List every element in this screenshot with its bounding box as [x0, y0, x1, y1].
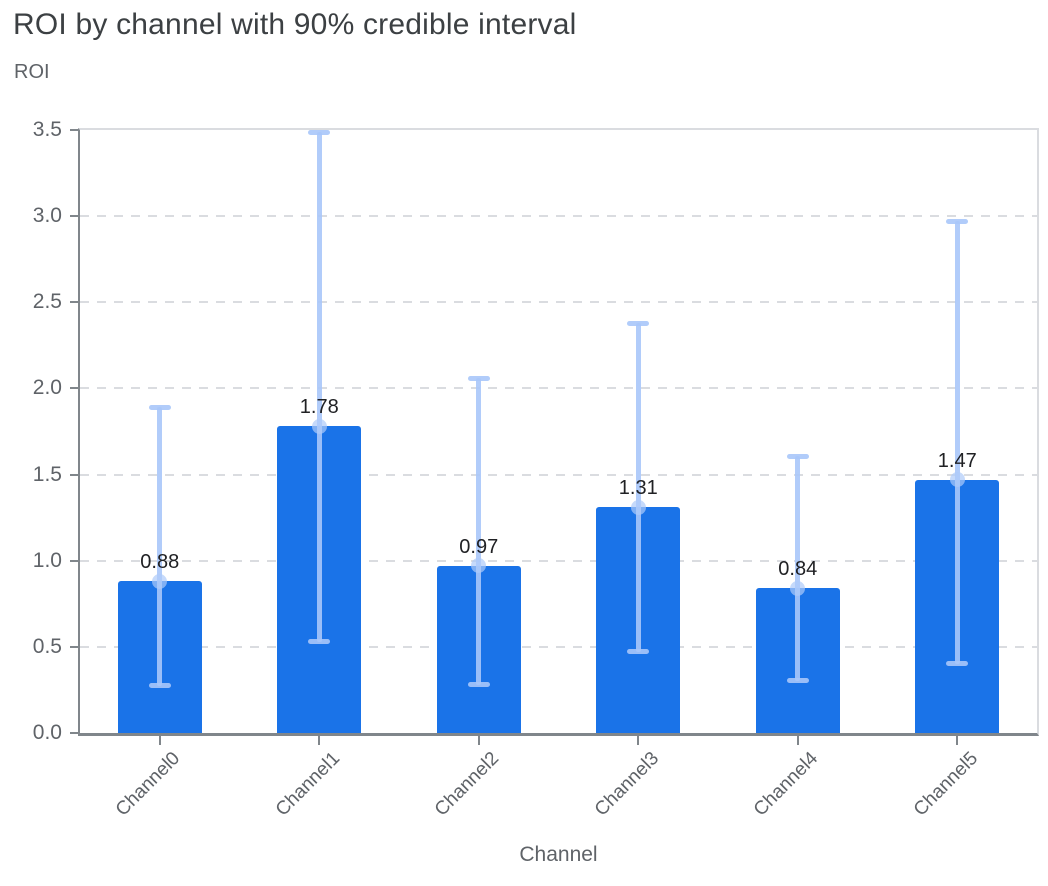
- y-tick-label: 2.0: [32, 376, 62, 400]
- mean-marker: [471, 558, 487, 574]
- y-axis-tick: [70, 473, 78, 476]
- error-bar-line: [316, 131, 322, 642]
- x-tick-label: Channel3: [590, 748, 664, 821]
- y-tick-label: 0.5: [32, 634, 62, 658]
- mean-marker: [630, 499, 646, 515]
- error-bar-cap-upper: [148, 405, 171, 411]
- error-bar-cap-upper: [786, 453, 809, 459]
- bar-value-label: 1.78: [299, 396, 339, 419]
- error-bar-cap-upper: [627, 320, 650, 326]
- x-tick-label: Channel2: [431, 748, 504, 821]
- error-bar-cap-lower: [627, 649, 650, 655]
- x-axis-title: Channel: [519, 843, 598, 866]
- y-axis-tick: [70, 387, 78, 390]
- gridline: [80, 215, 1037, 218]
- chart-title: ROI by channel with 90% credible interva…: [13, 8, 577, 41]
- error-bar-cap-lower: [467, 681, 490, 687]
- error-bar-cap-lower: [308, 638, 331, 644]
- gridline: [80, 473, 1037, 476]
- plot-area: 0.88 1.78 0.97 1.31 0.84 1.47: [78, 128, 1039, 736]
- gridline: [80, 559, 1037, 562]
- y-tick-label: 1.0: [32, 548, 62, 572]
- bar-value-label: 0.97: [459, 535, 499, 558]
- mean-marker: [790, 580, 806, 596]
- x-axis-tick: [796, 736, 799, 745]
- y-axis-tick: [70, 301, 78, 304]
- x-tick-label: Channel4: [750, 748, 823, 821]
- error-bar-cap-lower: [148, 683, 171, 689]
- bar-value-label: 1.47: [937, 449, 977, 472]
- x-axis-tick: [477, 736, 480, 745]
- bar-value-label: 0.88: [140, 551, 180, 574]
- gridline: [80, 301, 1037, 304]
- error-bar-line: [954, 221, 960, 665]
- error-bar-cap-upper: [308, 129, 331, 135]
- mean-marker: [152, 573, 168, 589]
- y-tick-label: 1.5: [32, 462, 62, 486]
- y-tick-label: 0.0: [32, 721, 62, 744]
- gridline: [80, 387, 1037, 390]
- x-axis-tick: [956, 736, 959, 745]
- error-bar-line: [795, 455, 801, 682]
- x-axis-tick: [158, 736, 161, 745]
- y-axis-tick: [70, 559, 78, 562]
- error-bar-cap-lower: [946, 661, 969, 667]
- mean-marker: [311, 418, 327, 434]
- y-axis-tick: [70, 129, 78, 131]
- y-axis-title: ROI: [14, 61, 50, 83]
- error-bar-line: [635, 322, 641, 653]
- x-tick-label: Channel0: [112, 748, 185, 821]
- error-bar-line: [157, 407, 163, 687]
- x-axis-tick: [318, 736, 321, 745]
- bar-value-label: 1.31: [618, 477, 658, 500]
- error-bar-cap-lower: [786, 678, 809, 684]
- error-bar-cap-upper: [467, 376, 490, 382]
- y-tick-label: 3.0: [32, 204, 62, 228]
- y-axis-tick: [70, 215, 78, 218]
- bar-value-label: 0.84: [778, 558, 818, 581]
- error-bar-line: [476, 378, 482, 685]
- x-axis-tick: [637, 736, 640, 745]
- y-axis-tick: [70, 645, 78, 648]
- y-tick-label: 2.5: [32, 290, 62, 314]
- error-bar-cap-upper: [946, 219, 969, 225]
- gridline: [80, 645, 1037, 648]
- y-tick-label: 3.5: [32, 118, 62, 141]
- y-axis-tick: [70, 732, 78, 734]
- x-tick-label: Channel5: [909, 748, 983, 821]
- x-tick-label: Channel1: [271, 748, 345, 821]
- mean-marker: [949, 472, 965, 488]
